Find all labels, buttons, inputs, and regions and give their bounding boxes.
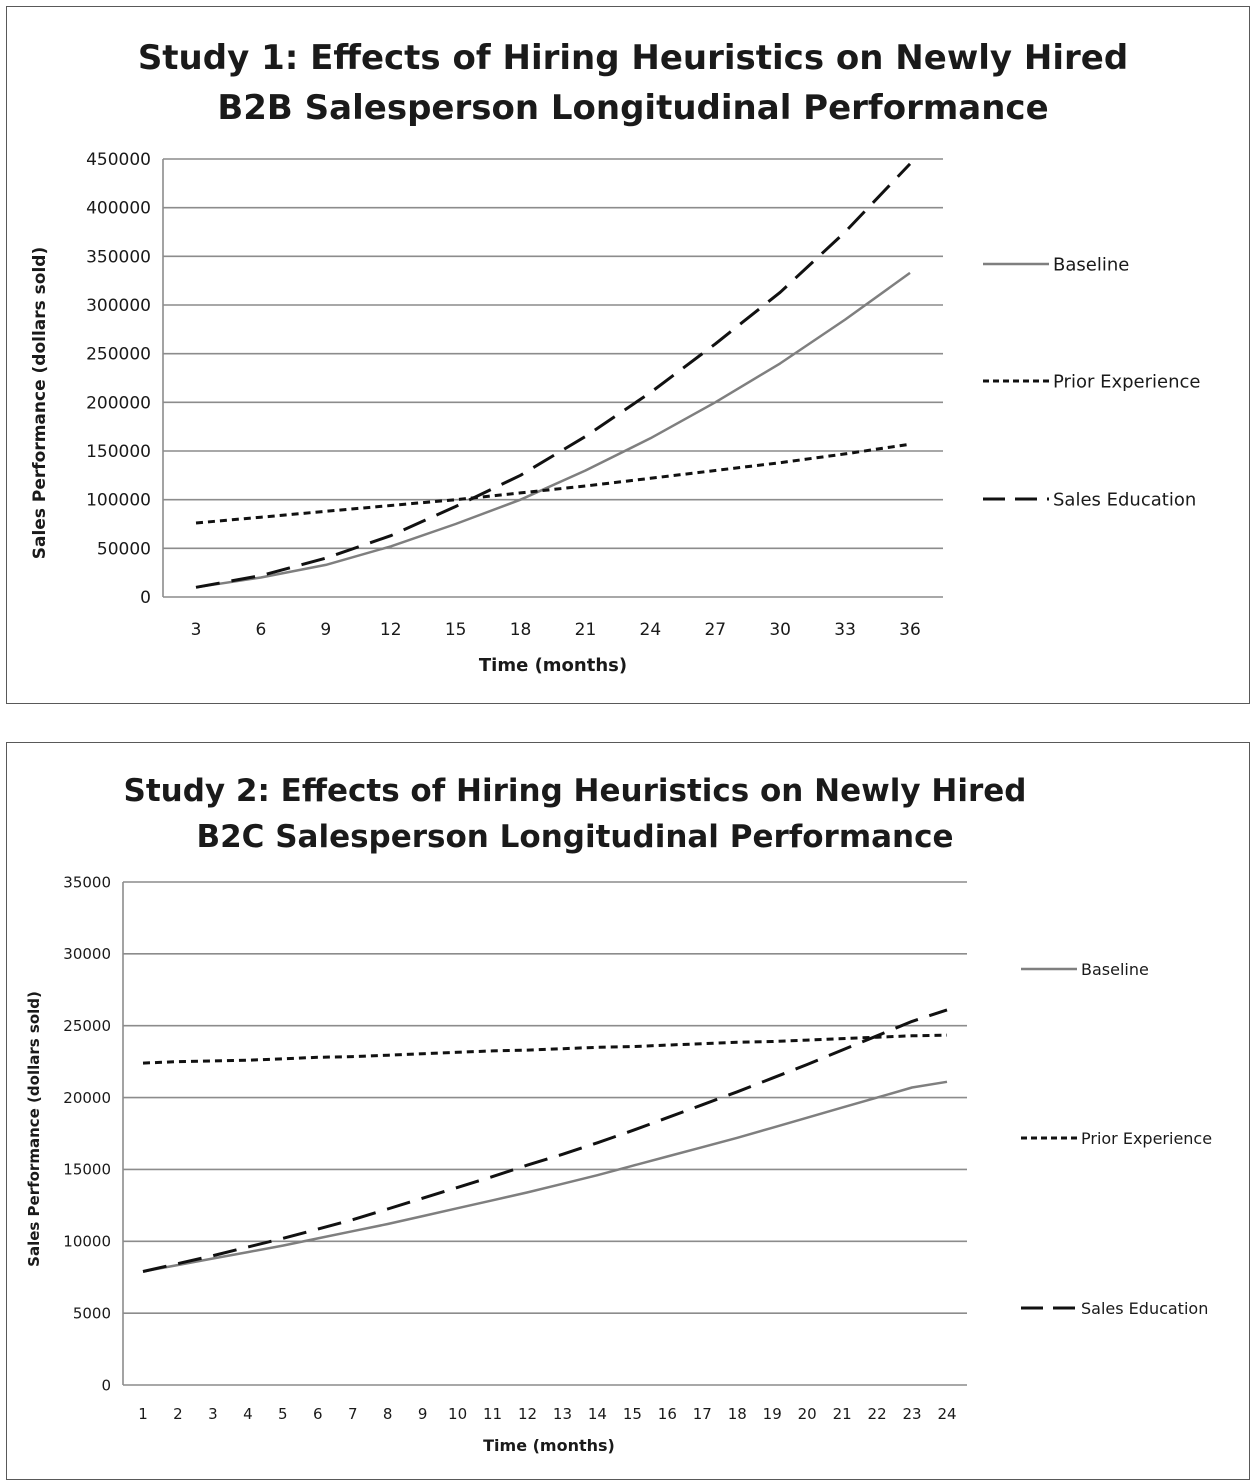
chart-title-line-2: B2C Salesperson Longitudinal Performance [196, 819, 953, 855]
x-tick-label: 4 [243, 1405, 253, 1423]
chart-title-line-1: Study 2: Effects of Hiring Heuristics on… [124, 773, 1027, 809]
y-tick-label: 20000 [63, 1089, 111, 1107]
series-line-prior-experience [142, 1033, 948, 1065]
legend-entry: Prior Experience [1081, 1129, 1212, 1148]
x-tick-label: 3 [208, 1405, 218, 1423]
x-tick-label: 7 [348, 1405, 358, 1423]
x-tick-label: 13 [553, 1405, 572, 1423]
chart-title-line-2: B2B Salesperson Longitudinal Performance [217, 88, 1048, 128]
y-tick-label: 35000 [63, 873, 111, 891]
x-tick-label: 2 [173, 1405, 183, 1423]
x-tick-label: 18 [510, 620, 532, 640]
x-tick-label: 16 [658, 1405, 677, 1423]
x-tick-label: 19 [763, 1405, 782, 1423]
x-tick-label: 5 [278, 1405, 288, 1423]
chart-title-line-1: Study 1: Effects of Hiring Heuristics on… [138, 38, 1128, 78]
legend: Baseline Prior Experience Sales Education [983, 254, 1200, 510]
x-axis-label: Time (months) [479, 655, 627, 676]
x-tick-label: 23 [902, 1405, 921, 1423]
y-tick-label: 25000 [63, 1017, 111, 1035]
y-tick-label: 15000 [63, 1161, 111, 1179]
x-tick-label: 15 [445, 620, 467, 640]
x-tick-label: 9 [320, 620, 331, 640]
y-tick-label: 450000 [86, 150, 151, 170]
x-tick-label: 15 [623, 1405, 642, 1423]
legend-entry: Prior Experience [1053, 371, 1200, 392]
y-axis-label: Sales Performance (dollars sold) [25, 991, 43, 1267]
y-tick-label: 0 [101, 1376, 111, 1394]
y-tick-label: 350000 [86, 247, 151, 267]
y-tick-label: 300000 [86, 296, 151, 316]
x-tick-label: 24 [937, 1405, 956, 1423]
series-line-baseline [195, 271, 911, 589]
series-line-sales-education [195, 162, 912, 589]
x-tick-label: 11 [483, 1405, 502, 1423]
x-tick-label: 6 [255, 620, 266, 640]
legend-entry: Baseline [1053, 254, 1129, 275]
y-tick-label: 100000 [86, 491, 151, 511]
y-tick-label: 0 [140, 588, 151, 608]
y-tick-label: 10000 [63, 1233, 111, 1251]
legend-entry: Baseline [1081, 960, 1149, 979]
x-axis-label: Time (months) [483, 1436, 615, 1455]
y-tick-label: 250000 [86, 345, 151, 365]
x-tick-label: 12 [380, 620, 402, 640]
x-tick-label: 21 [575, 620, 597, 640]
x-tick-label: 36 [899, 620, 921, 640]
x-tick-label: 17 [693, 1405, 712, 1423]
x-tick-label: 9 [418, 1405, 428, 1423]
y-axis-label: Sales Performance (dollars sold) [30, 247, 50, 559]
chart-study-1: Study 1: Effects of Hiring Heuristics on… [6, 6, 1250, 704]
x-tick-label: 12 [518, 1405, 537, 1423]
legend-entry: Sales Education [1053, 489, 1196, 510]
x-tick-label: 21 [833, 1405, 852, 1423]
chart-study-2: Study 2: Effects of Hiring Heuristics on… [6, 742, 1250, 1480]
x-tick-label: 14 [588, 1405, 607, 1423]
y-tick-label: 200000 [86, 393, 151, 413]
chart-study-2-svg: Study 2: Effects of Hiring Heuristics on… [25, 773, 1212, 1455]
y-tick-label: 50000 [97, 539, 151, 559]
chart-study-1-svg: Study 1: Effects of Hiring Heuristics on… [30, 38, 1200, 676]
x-tick-label: 18 [728, 1405, 747, 1423]
x-tick-label: 6 [313, 1405, 323, 1423]
x-tick-label: 27 [704, 620, 726, 640]
x-tick-label: 22 [868, 1405, 887, 1423]
x-tick-label: 3 [191, 620, 202, 640]
legend: Baseline Prior Experience Sales Education [1021, 960, 1212, 1318]
x-tick-label: 24 [640, 620, 662, 640]
series-line-sales-education [142, 1008, 948, 1273]
x-tick-label: 20 [798, 1405, 817, 1423]
series-line-baseline [142, 1080, 948, 1273]
x-tick-label: 8 [383, 1405, 393, 1423]
x-tick-label: 33 [834, 620, 856, 640]
y-tick-label: 150000 [86, 442, 151, 462]
legend-entry: Sales Education [1081, 1299, 1208, 1318]
x-tick-label: 1 [138, 1405, 148, 1423]
y-tick-label: 30000 [63, 945, 111, 963]
plot-area: 0 50000 100000 150000 200000 250000 300000 3500… [86, 150, 943, 640]
x-tick-label: 10 [448, 1405, 467, 1423]
y-tick-label: 5000 [73, 1304, 111, 1322]
x-tick-label: 30 [769, 620, 791, 640]
y-tick-label: 400000 [86, 199, 151, 219]
